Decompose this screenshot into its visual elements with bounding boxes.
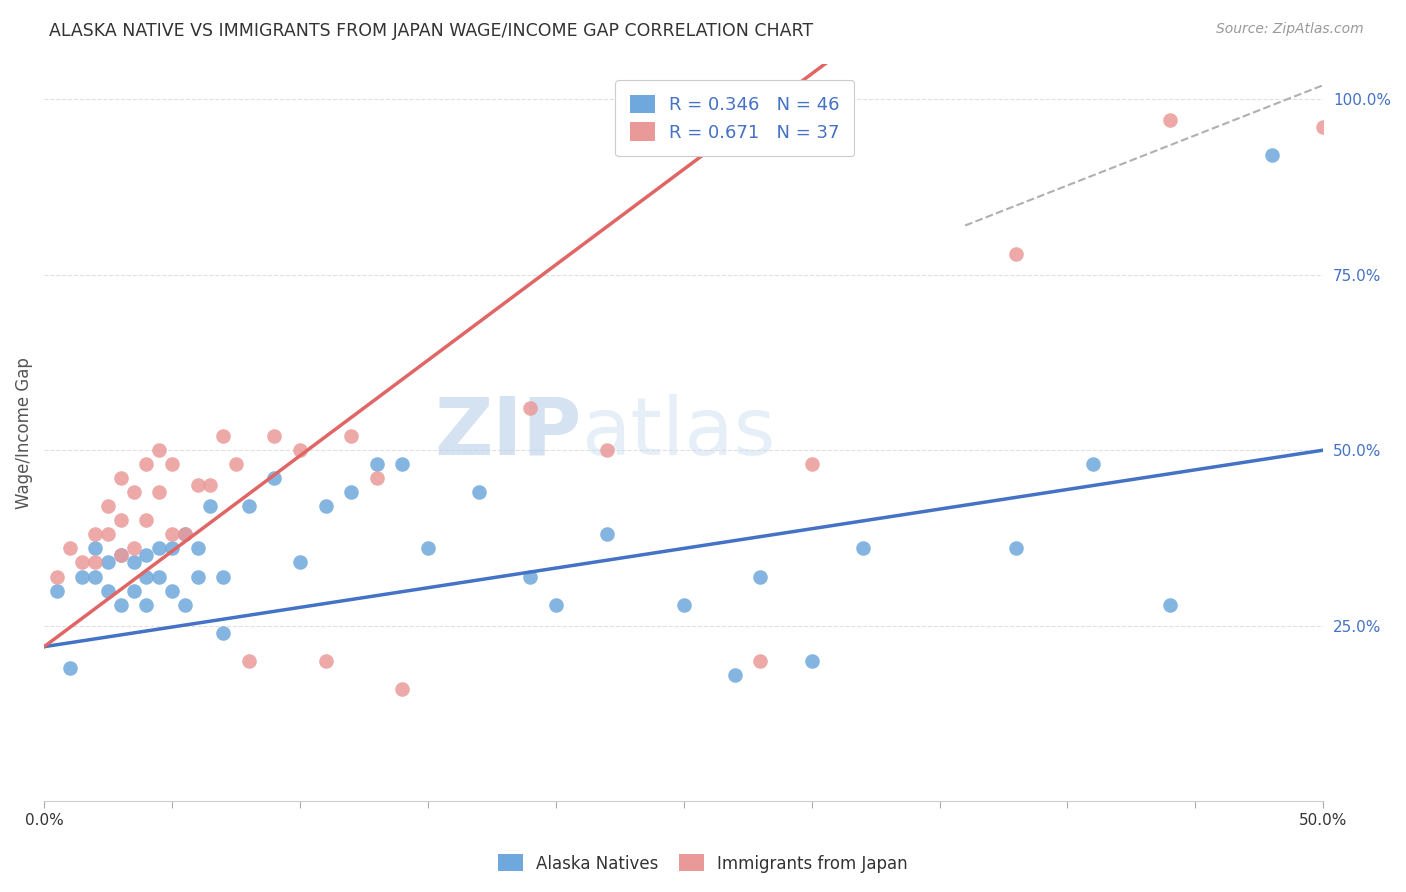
Point — [1159, 113, 1181, 128]
Point — [1005, 246, 1028, 260]
Point — [596, 527, 619, 541]
Point — [173, 598, 195, 612]
Point — [263, 429, 285, 443]
Point — [148, 485, 170, 500]
Point — [724, 667, 747, 681]
Y-axis label: Wage/Income Gap: Wage/Income Gap — [15, 357, 32, 508]
Point — [187, 569, 209, 583]
Text: Source: ZipAtlas.com: Source: ZipAtlas.com — [1216, 22, 1364, 37]
Point — [800, 457, 823, 471]
Point — [122, 541, 145, 556]
Point — [238, 500, 260, 514]
Point — [148, 443, 170, 458]
Point — [391, 457, 413, 471]
Point — [110, 513, 132, 527]
Point — [84, 569, 107, 583]
Point — [315, 654, 337, 668]
Point — [391, 681, 413, 696]
Point — [148, 541, 170, 556]
Point — [84, 556, 107, 570]
Point — [45, 583, 67, 598]
Point — [122, 485, 145, 500]
Legend: R = 0.346   N = 46, R = 0.671   N = 37: R = 0.346 N = 46, R = 0.671 N = 37 — [616, 80, 855, 156]
Point — [72, 569, 94, 583]
Point — [1005, 541, 1028, 556]
Point — [749, 569, 772, 583]
Point — [200, 500, 222, 514]
Text: ALASKA NATIVE VS IMMIGRANTS FROM JAPAN WAGE/INCOME GAP CORRELATION CHART: ALASKA NATIVE VS IMMIGRANTS FROM JAPAN W… — [49, 22, 813, 40]
Point — [135, 569, 157, 583]
Point — [1159, 598, 1181, 612]
Point — [238, 654, 260, 668]
Point — [110, 549, 132, 563]
Point — [72, 556, 94, 570]
Legend: Alaska Natives, Immigrants from Japan: Alaska Natives, Immigrants from Japan — [492, 847, 914, 880]
Point — [135, 457, 157, 471]
Point — [366, 457, 388, 471]
Point — [84, 527, 107, 541]
Point — [749, 654, 772, 668]
Point — [84, 541, 107, 556]
Point — [212, 569, 235, 583]
Point — [416, 541, 439, 556]
Point — [110, 471, 132, 485]
Point — [263, 471, 285, 485]
Point — [519, 569, 541, 583]
Point — [200, 478, 222, 492]
Text: atlas: atlas — [581, 393, 776, 472]
Point — [135, 598, 157, 612]
Point — [366, 471, 388, 485]
Point — [97, 500, 120, 514]
Point — [97, 527, 120, 541]
Point — [59, 661, 82, 675]
Point — [596, 443, 619, 458]
Point — [148, 569, 170, 583]
Point — [122, 583, 145, 598]
Point — [288, 556, 311, 570]
Point — [97, 556, 120, 570]
Point — [340, 485, 363, 500]
Point — [1312, 120, 1334, 135]
Point — [59, 541, 82, 556]
Point — [135, 513, 157, 527]
Point — [160, 457, 183, 471]
Point — [225, 457, 247, 471]
Point — [187, 478, 209, 492]
Point — [110, 549, 132, 563]
Point — [160, 527, 183, 541]
Point — [187, 541, 209, 556]
Point — [173, 527, 195, 541]
Point — [340, 429, 363, 443]
Point — [544, 598, 567, 612]
Point — [852, 541, 875, 556]
Point — [468, 485, 491, 500]
Point — [1081, 457, 1104, 471]
Point — [122, 556, 145, 570]
Point — [672, 598, 695, 612]
Point — [110, 598, 132, 612]
Point — [288, 443, 311, 458]
Point — [160, 541, 183, 556]
Point — [173, 527, 195, 541]
Point — [519, 401, 541, 415]
Point — [45, 569, 67, 583]
Point — [1261, 148, 1284, 162]
Text: ZIP: ZIP — [434, 393, 581, 472]
Point — [800, 654, 823, 668]
Point — [135, 549, 157, 563]
Point — [315, 500, 337, 514]
Point — [212, 625, 235, 640]
Point — [212, 429, 235, 443]
Point — [160, 583, 183, 598]
Point — [97, 583, 120, 598]
